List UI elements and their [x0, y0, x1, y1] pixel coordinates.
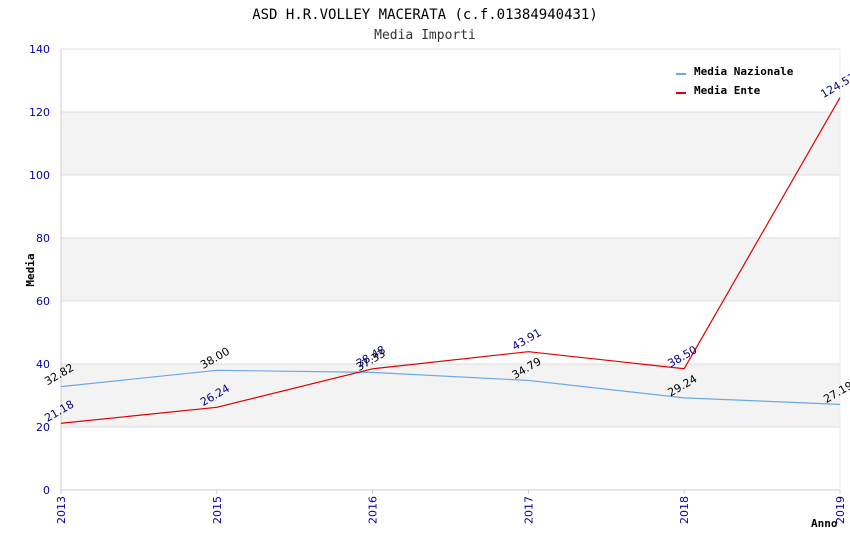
x-tick-label: 2017 [522, 496, 535, 524]
series-line-media-nazionale [60, 369, 841, 405]
legend-entry: Media Nazionale [694, 65, 794, 78]
grid-lines [61, 48, 840, 491]
legend-entry: Media Ente [694, 84, 761, 97]
grid-band [61, 238, 840, 301]
y-axis-label: Media [24, 253, 37, 286]
y-tick-label: 20 [36, 421, 50, 434]
y-tick-label: 0 [43, 484, 50, 497]
series-lines [60, 97, 841, 424]
grid-bands [61, 49, 840, 490]
x-tick-label: 2016 [367, 496, 380, 524]
axes [60, 49, 841, 494]
grid-band [61, 112, 840, 175]
series-line-media-ente [60, 97, 841, 424]
x-tick-label: 2013 [55, 496, 68, 524]
y-tick-label: 40 [36, 358, 50, 371]
x-tick-label: 2015 [211, 496, 224, 524]
x-tick-label: 2018 [678, 496, 691, 524]
y-tick-label: 120 [29, 106, 50, 119]
y-tick-label: 140 [29, 43, 50, 56]
y-tick-label: 80 [36, 232, 50, 245]
x-tick-labels: 2013 2015 2016 2017 2018 2019 [55, 496, 847, 524]
grid-band [61, 427, 840, 490]
grid-band [61, 49, 840, 112]
grid-band [61, 175, 840, 238]
grid-band [61, 301, 840, 364]
y-tick-label: 100 [29, 169, 50, 182]
y-tick-label: 60 [36, 295, 50, 308]
grid-band [61, 364, 840, 427]
x-axis-label: Anno [811, 517, 838, 530]
chart-title: ASD H.R.VOLLEY MACERATA (c.f.01384940431… [252, 7, 598, 23]
x-tick-label: 2019 [834, 496, 847, 524]
legend: Media Nazionale Media Ente [676, 65, 794, 97]
y-tick-labels: 0 20 40 60 80 100 120 140 [29, 43, 50, 497]
chart-subtitle: Media Importi [374, 28, 476, 43]
